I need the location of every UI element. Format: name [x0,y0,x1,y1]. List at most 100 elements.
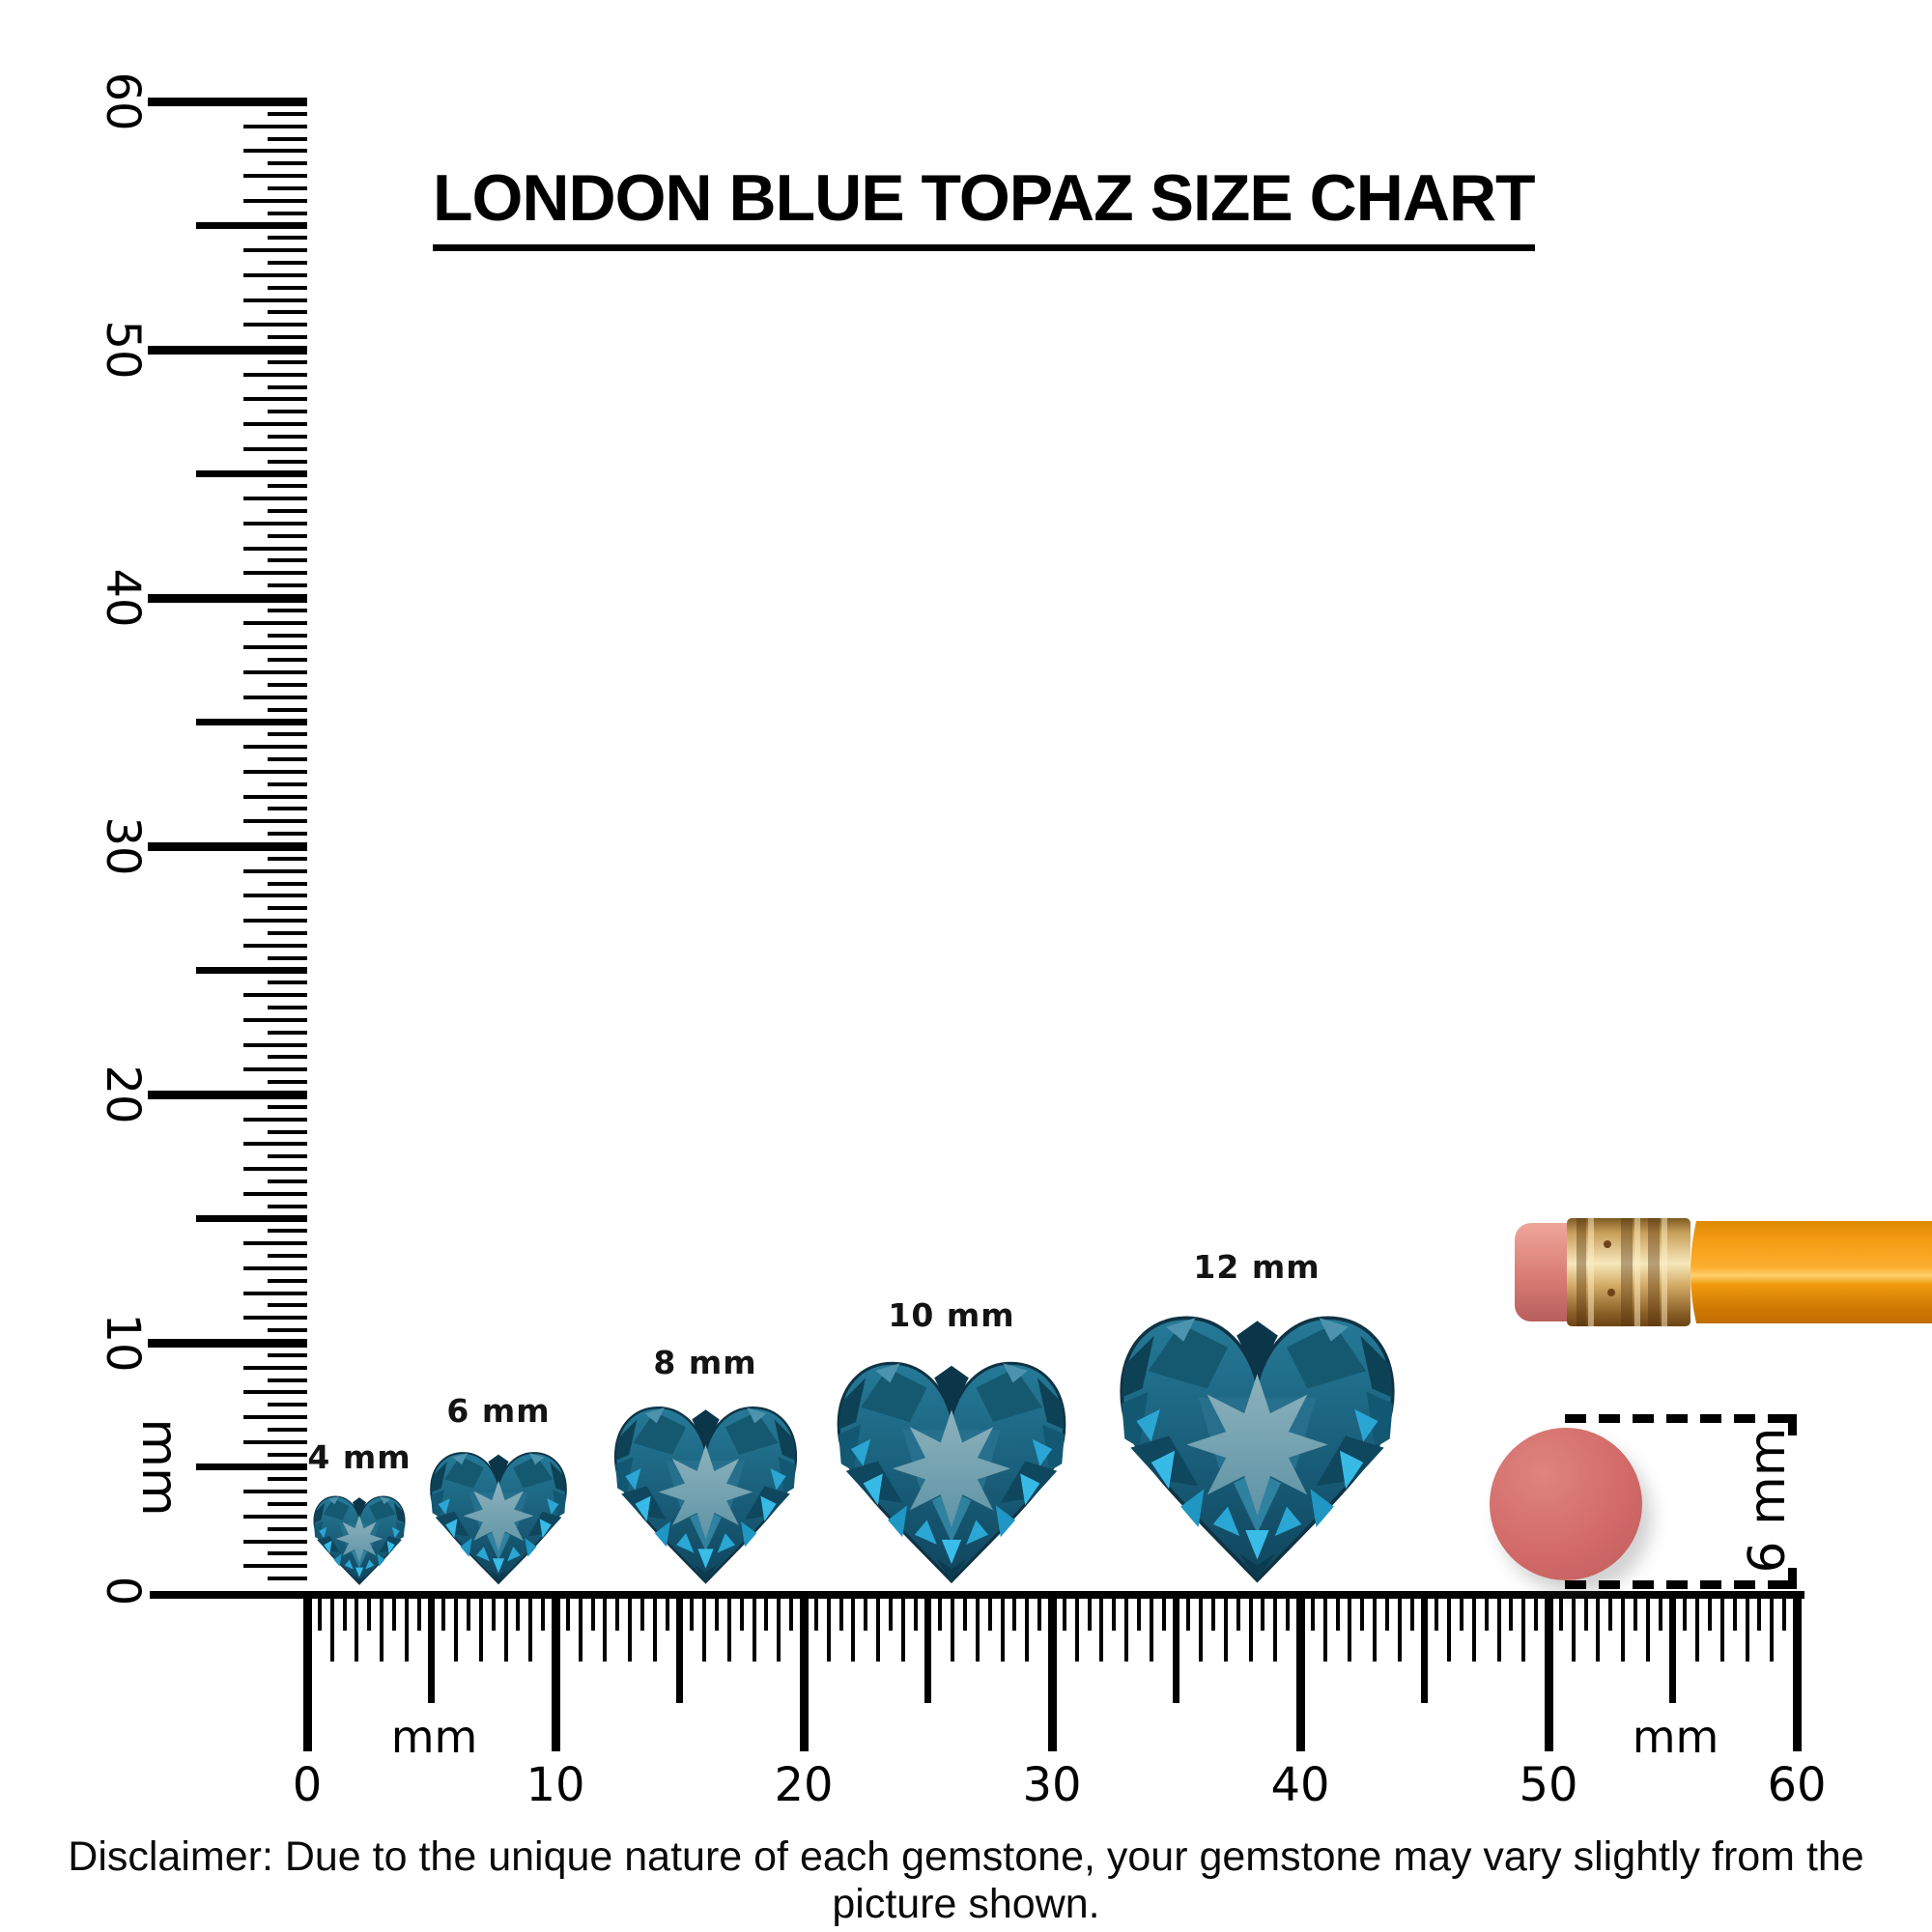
ruler-tick [243,620,307,625]
eraser-size-label: 6 mm [1739,1427,1797,1574]
ruler-tick [243,1167,307,1172]
ruler-tick [1544,1591,1553,1751]
ruler-tick [268,236,307,241]
ruler-tick [603,1591,608,1662]
ruler-tick [1571,1591,1576,1662]
ruler-tick [1770,1591,1775,1662]
ruler-tick [243,1390,307,1395]
ruler-tick [243,1415,307,1420]
ruler-tick [317,1591,322,1631]
vertical-ruler-number: 20 [96,1065,150,1124]
ruler-tick [243,497,307,501]
ruler-tick [243,1017,307,1022]
ruler-tick [243,745,307,750]
ruler-tick [243,645,307,650]
vertical-ruler-number: 30 [96,816,150,876]
gem-heart-4mm [313,1495,406,1585]
ruler-tick [951,1591,955,1662]
ruler-tick [752,1591,756,1662]
ruler-tick [1295,1591,1305,1751]
ruler-tick [1273,1591,1278,1662]
ruler-tick [1373,1591,1378,1662]
ruler-tick [268,310,307,315]
ruler-tick [1658,1591,1662,1631]
ruler-tick [268,1577,307,1581]
ruler-tick [243,868,307,873]
ruler-tick [268,1551,307,1556]
horizontal-ruler-number: 40 [1270,1758,1330,1812]
ruler-tick [541,1591,546,1631]
ruler-tick [243,1191,307,1196]
ruler-tick [1621,1591,1626,1662]
ruler-tick [1745,1591,1749,1662]
ruler-tick [268,1080,307,1085]
ruler-tick [243,819,307,824]
ruler-tick [243,149,307,154]
ruler-tick [243,248,307,253]
ruler-tick [1608,1591,1613,1631]
ruler-tick [268,1204,307,1208]
ruler-tick [1025,1591,1030,1662]
measure-dash-top [1565,1414,1797,1423]
ruler-tick [1645,1591,1650,1662]
ruler-tick [268,136,307,141]
horizontal-ruler-unit: mm [390,1711,478,1763]
ruler-tick [268,955,307,960]
horizontal-ruler-unit: mm [1632,1711,1719,1763]
ruler-tick [1322,1591,1327,1662]
ruler-tick [799,1591,809,1751]
ruler-tick [503,1591,508,1662]
ruler-tick [963,1591,968,1631]
ruler-tick [551,1591,560,1751]
ruler-tick [1558,1591,1563,1631]
ruler-tick [243,521,307,526]
ruler-tick [1161,1591,1166,1631]
ruler-tick [268,509,307,514]
ruler-tick [1484,1591,1489,1631]
ruler-tick [268,658,307,663]
ruler-tick [148,345,307,355]
ruler-tick [243,919,307,923]
ruler-tick [938,1591,943,1631]
vertical-ruler-number: 0 [96,1576,150,1606]
ruler-tick [1286,1591,1291,1631]
ruler-tick [1199,1591,1204,1662]
ruler-tick [148,97,307,106]
ruler-tick [243,446,307,451]
ruler-tick [665,1591,669,1631]
ruler-tick [975,1591,980,1662]
ruler-tick [342,1591,347,1631]
ruler-tick [367,1591,372,1631]
ruler-tick [243,272,307,277]
ruler-tick [516,1591,521,1631]
ruler-tick [243,546,307,551]
vertical-ruler-number: 10 [96,1313,150,1373]
ruler-tick [243,769,307,774]
ruler-tick [428,1591,435,1703]
ruler-tick [1062,1591,1066,1631]
ruler-tick [268,980,307,985]
ruler-tick [1211,1591,1216,1631]
ruler-tick [528,1591,533,1662]
ruler-tick [900,1591,905,1662]
ruler-tick [268,533,307,538]
ruler-tick [243,1042,307,1047]
ruler-tick [565,1591,570,1631]
ruler-tick [268,832,307,837]
ruler-tick [838,1591,843,1631]
ruler-tick [1136,1591,1141,1631]
ruler-tick [478,1591,483,1662]
ruler-tick [268,1403,307,1407]
ruler-tick [196,222,307,229]
ruler-tick [1348,1591,1352,1662]
horizontal-ruler-number: 0 [292,1758,323,1812]
ruler-tick [1000,1591,1005,1662]
ruler-tick [268,211,307,215]
ruler-tick [243,1539,307,1544]
ruler-tick [1223,1591,1228,1662]
gem-size-label: 8 mm [653,1344,757,1381]
ruler-tick [1596,1591,1601,1662]
ruler-tick [404,1591,409,1662]
ruler-tick [789,1591,794,1631]
